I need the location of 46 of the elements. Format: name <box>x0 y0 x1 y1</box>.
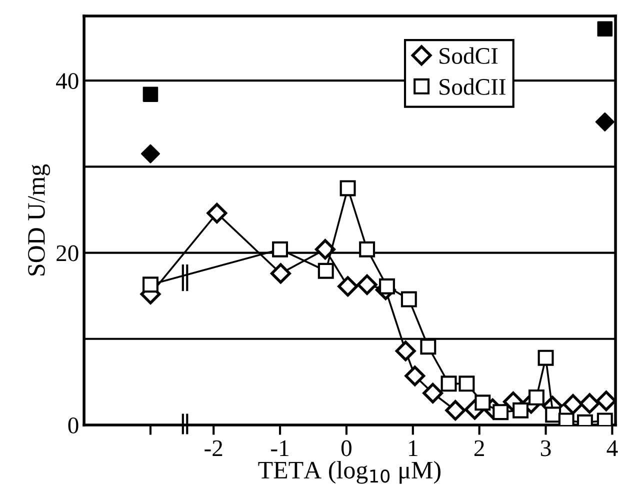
point <box>356 274 378 295</box>
point <box>272 241 288 258</box>
x-tick-label: -2 <box>204 440 222 456</box>
point <box>458 376 475 392</box>
point <box>595 112 614 132</box>
point <box>270 263 291 284</box>
legend-label: SodCI <box>440 47 498 64</box>
point <box>445 400 466 421</box>
point <box>142 86 158 102</box>
point <box>338 276 358 297</box>
point <box>579 393 600 414</box>
x-tick-label: 1 <box>409 440 418 456</box>
point <box>395 340 416 362</box>
x-axis-title: TETA (log$_{10}$ μM) <box>258 460 440 484</box>
point <box>528 389 544 406</box>
legend-label: SodCII <box>440 78 506 95</box>
point <box>440 376 457 392</box>
point <box>596 390 616 412</box>
point <box>422 382 444 404</box>
point <box>562 394 584 415</box>
point <box>318 262 334 279</box>
point <box>404 366 426 386</box>
y-tick-label: 20 <box>56 245 78 262</box>
x-tick-label: 3 <box>540 440 551 456</box>
x-tick-label: 0 <box>341 440 352 456</box>
x-tick-label: 2 <box>474 440 484 456</box>
point <box>142 276 158 293</box>
point <box>420 338 436 355</box>
point <box>545 406 562 423</box>
x-tick-label: -1 <box>271 440 288 456</box>
y-axis-title: SOD U/mg <box>28 164 50 276</box>
y-tick-label: 0 <box>68 417 78 434</box>
y-tick-label: 40 <box>56 73 78 90</box>
point <box>538 350 554 366</box>
point <box>140 144 160 164</box>
point <box>400 291 417 308</box>
point <box>474 394 491 411</box>
point <box>206 202 228 224</box>
point <box>512 402 529 418</box>
point <box>359 241 376 258</box>
point <box>492 404 509 420</box>
point <box>340 180 356 196</box>
point <box>379 278 395 294</box>
point <box>314 239 336 260</box>
point <box>597 21 613 37</box>
x-tick-label: 4 <box>606 440 618 456</box>
